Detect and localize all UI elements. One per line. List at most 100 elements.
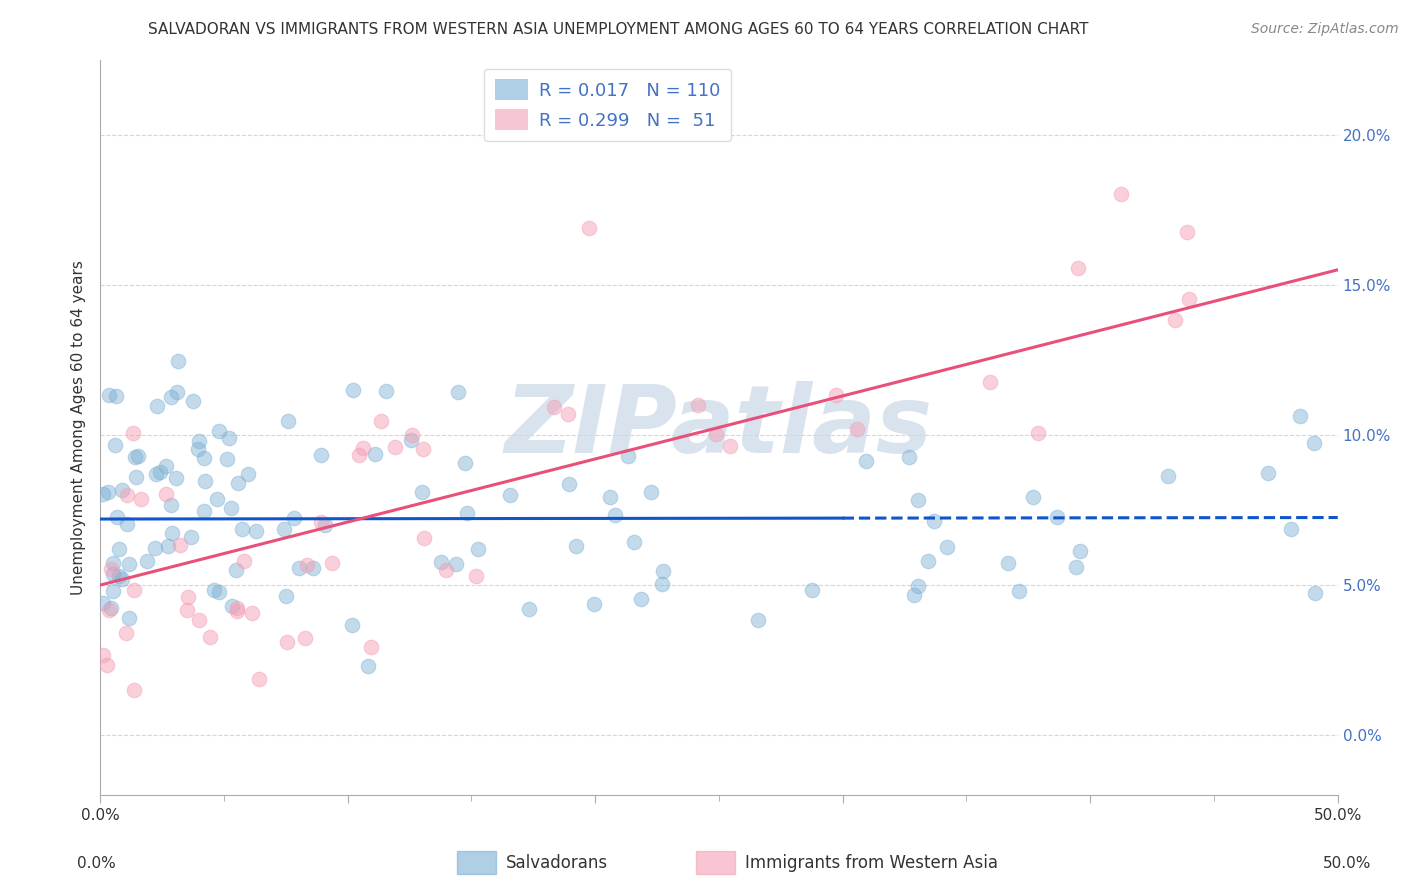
Point [399, 433, 422, 447]
Point [855, 454, 877, 468]
Point [115, 626, 138, 640]
Point [1064, 559, 1087, 574]
Point [1046, 509, 1069, 524]
Point [401, 428, 423, 442]
Point [375, 384, 398, 399]
Point [221, 599, 243, 613]
Point [108, 569, 131, 583]
Point [96, 658, 118, 673]
Point [1157, 469, 1180, 483]
Point [1008, 583, 1031, 598]
Point [578, 220, 600, 235]
Point [208, 584, 231, 599]
Point [651, 577, 673, 591]
Point [166, 354, 188, 368]
Point [922, 514, 945, 528]
Point [176, 603, 198, 617]
Point [146, 399, 169, 413]
Text: ZIPatlas: ZIPatlas [505, 382, 934, 474]
Point [232, 554, 254, 568]
Point [101, 566, 124, 581]
Point [91, 596, 114, 610]
Point [124, 583, 146, 598]
Point [718, 439, 741, 453]
Point [283, 511, 305, 525]
Point [1303, 586, 1326, 600]
Point [187, 613, 209, 627]
Point [997, 557, 1019, 571]
Point [136, 554, 159, 568]
Point [165, 471, 187, 485]
Point [599, 491, 621, 505]
Point [101, 556, 124, 570]
Point [180, 530, 202, 544]
Point [91, 648, 114, 662]
Point [225, 600, 247, 615]
Point [342, 384, 364, 398]
Point [903, 588, 925, 602]
Point [231, 522, 253, 536]
Point [245, 524, 267, 538]
Point [1066, 261, 1088, 276]
Point [160, 498, 183, 512]
Point [603, 508, 626, 522]
Point [747, 613, 769, 627]
Point [1175, 225, 1198, 239]
Point [800, 582, 823, 597]
Point [176, 591, 198, 605]
Point [143, 541, 166, 555]
Point [824, 388, 846, 402]
Point [557, 407, 579, 421]
Text: 0.0%: 0.0% [77, 856, 117, 871]
Point [1303, 436, 1326, 450]
Text: 50.0%: 50.0% [1323, 856, 1371, 871]
Point [640, 485, 662, 500]
Point [187, 434, 209, 448]
Point [198, 630, 221, 644]
Point [454, 456, 477, 470]
Point [1279, 522, 1302, 536]
Point [208, 424, 231, 438]
Point [226, 476, 249, 491]
Point [917, 553, 939, 567]
Point [412, 442, 434, 457]
Point [623, 534, 645, 549]
Point [302, 561, 325, 575]
Point [288, 561, 311, 575]
Point [294, 631, 316, 645]
Point [187, 442, 209, 457]
Point [100, 601, 122, 615]
Text: Source: ZipAtlas.com: Source: ZipAtlas.com [1251, 22, 1399, 37]
Point [155, 458, 177, 473]
Point [225, 563, 247, 577]
Point [202, 582, 225, 597]
Point [118, 557, 141, 571]
Point [166, 384, 188, 399]
Point [935, 540, 957, 554]
Point [565, 539, 588, 553]
Point [412, 531, 434, 545]
Point [297, 558, 319, 573]
Point [194, 474, 217, 488]
Point [1257, 466, 1279, 480]
Point [91, 487, 114, 501]
Point [456, 506, 478, 520]
Point [543, 401, 565, 415]
Point [122, 425, 145, 440]
Point [342, 617, 364, 632]
Point [125, 470, 148, 484]
Point [846, 422, 869, 436]
Point [652, 565, 675, 579]
Point [706, 426, 728, 441]
Point [103, 584, 125, 599]
Point [145, 467, 167, 482]
Point [384, 440, 406, 454]
Point [215, 452, 238, 467]
Point [979, 376, 1001, 390]
Point [97, 603, 120, 617]
Point [349, 448, 371, 462]
Point [1289, 409, 1312, 423]
Point [169, 538, 191, 552]
Point [100, 562, 122, 576]
Point [276, 635, 298, 649]
